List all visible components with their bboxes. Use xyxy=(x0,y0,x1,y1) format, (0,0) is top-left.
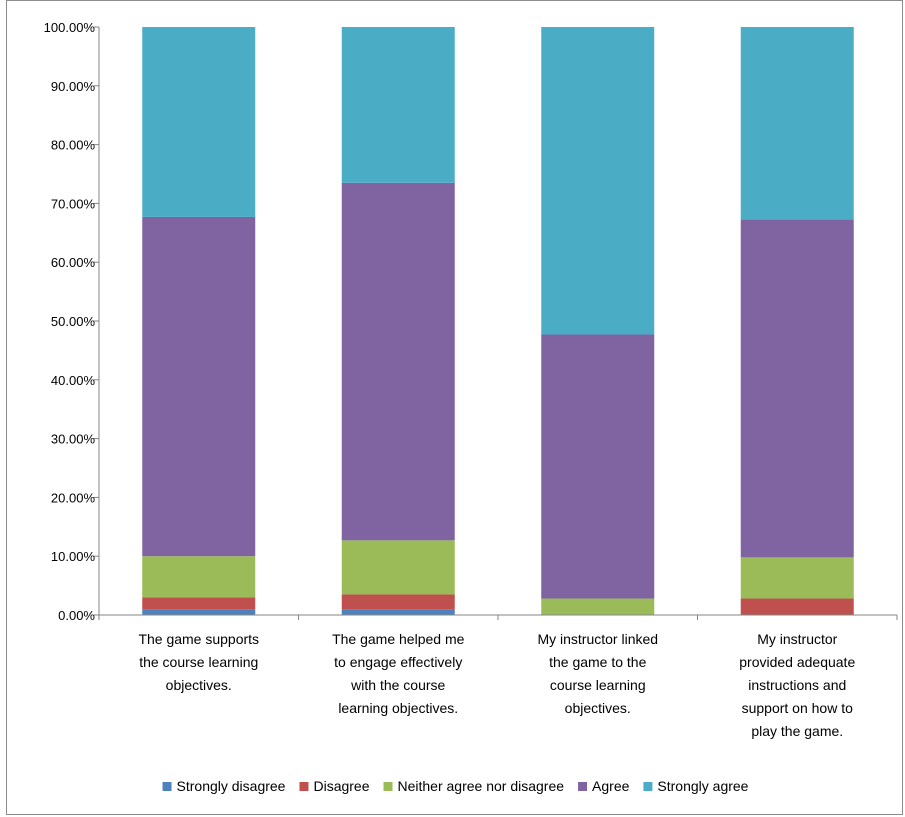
legend-label: Agree xyxy=(592,778,630,794)
category-label-line: My instructor linked xyxy=(537,631,658,647)
legend-label: Strongly agree xyxy=(657,778,748,794)
legend: Strongly disagree Disagree Neither agree n… xyxy=(162,778,749,794)
bar-segment-agree xyxy=(341,182,455,541)
category-label-line: The game helped me xyxy=(332,631,465,647)
y-tick-label: 20.00% xyxy=(51,490,96,505)
category-labels: The game supports the course learning obje… xyxy=(138,631,855,739)
bar-segment-strongly-disagree xyxy=(142,609,256,615)
legend-swatch xyxy=(162,782,172,791)
y-axis: 0.00% 10.00% 20.00% 30.00% 40.00% 50.00% 60.00… xyxy=(44,20,100,623)
category-label-line: The game supports xyxy=(138,631,259,647)
bar-segment-strongly-agree xyxy=(341,27,455,183)
bar-segment-neither-agree-nor-disagree xyxy=(541,598,655,615)
category-label-line: to engage effectively xyxy=(334,654,462,670)
legend-item: Strongly agree xyxy=(643,778,749,794)
category-label: My instructor linked the game to the cours… xyxy=(537,631,658,716)
category-label-line: learning objectives. xyxy=(338,700,458,716)
legend-item: Agree xyxy=(578,778,630,794)
legend-item: Disagree xyxy=(299,778,370,794)
legend-label: Neither agree nor disagree xyxy=(398,778,565,794)
bar-segment-neither-agree-nor-disagree xyxy=(142,556,256,598)
legend-label: Strongly disagree xyxy=(177,778,286,794)
y-tick-label: 90.00% xyxy=(51,79,96,94)
legend-item: Strongly disagree xyxy=(162,778,286,794)
bar-segment-agree xyxy=(142,216,256,557)
category-label-line: course learning xyxy=(550,677,646,693)
legend-swatch xyxy=(643,782,653,791)
y-tick-label: 40.00% xyxy=(51,373,96,388)
category-label-line: instructions and xyxy=(748,677,846,693)
category-label: The game helped me to engage effectively w… xyxy=(332,631,465,716)
category-label-line: the course learning xyxy=(139,654,258,670)
category-label: The game supports the course learning obje… xyxy=(138,631,259,693)
category-label-line: support on how to xyxy=(742,700,854,716)
category-label-line: My instructor xyxy=(757,631,837,647)
y-tick-label: 60.00% xyxy=(51,255,96,270)
legend-label: Disagree xyxy=(313,778,369,794)
y-tick-label: 70.00% xyxy=(51,196,96,211)
y-tick-label: 80.00% xyxy=(51,138,96,153)
y-tick-label: 100.00% xyxy=(44,20,96,35)
bar-segment-disagree xyxy=(142,597,256,610)
bar-segment-agree xyxy=(740,219,854,558)
bar-segment-strongly-agree xyxy=(740,27,854,220)
chart-frame: 0.00% 10.00% 20.00% 30.00% 40.00% 50.00% 60.00… xyxy=(6,0,903,815)
legend-swatch xyxy=(578,782,588,791)
y-tick-label: 0.00% xyxy=(58,608,95,623)
bar-segment-neither-agree-nor-disagree xyxy=(740,557,854,599)
y-tick-label: 50.00% xyxy=(51,314,96,329)
legend-item: Neither agree nor disagree xyxy=(383,778,565,794)
bar-segment-neither-agree-nor-disagree xyxy=(341,540,455,595)
category-label-line: objectives. xyxy=(565,700,631,716)
legend-swatch xyxy=(383,782,393,791)
stacked-bar-chart: 0.00% 10.00% 20.00% 30.00% 40.00% 50.00% 60.00… xyxy=(44,20,898,794)
bar-segment-agree xyxy=(541,334,655,599)
category-label-line: the game to the xyxy=(549,654,647,670)
category-label-line: with the course xyxy=(350,677,445,693)
category-label-line: play the game. xyxy=(751,723,843,739)
legend-swatch xyxy=(299,782,309,791)
bars xyxy=(142,27,854,615)
category-label: My instructor provided adequate instructio… xyxy=(739,631,855,739)
bar-segment-strongly-agree xyxy=(142,27,256,217)
bar-segment-strongly-disagree xyxy=(341,609,455,615)
bar-segment-disagree xyxy=(740,598,854,615)
category-label-line: provided adequate xyxy=(739,654,855,670)
category-label-line: objectives. xyxy=(166,677,232,693)
bar-segment-strongly-agree xyxy=(541,27,655,335)
x-axis xyxy=(98,614,898,620)
bar-segment-disagree xyxy=(341,594,455,610)
y-tick-label: 30.00% xyxy=(51,432,96,447)
y-tick-label: 10.00% xyxy=(51,549,96,564)
